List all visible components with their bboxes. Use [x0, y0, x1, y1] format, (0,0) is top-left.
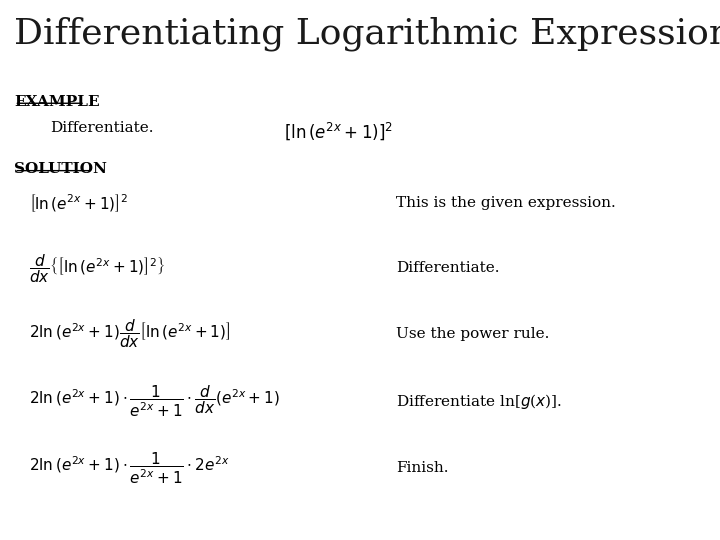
Text: $\dfrac{d}{dx}\left\{\left[\ln\left(e^{2x}+1\right)\right]^2\right\}$: $\dfrac{d}{dx}\left\{\left[\ln\left(e^{2…	[29, 252, 165, 285]
Text: $\left[\ln\left(e^{2x}+1\right)\right]^2$: $\left[\ln\left(e^{2x}+1\right)\right]^2…	[29, 192, 128, 214]
Text: EXAMPLE: EXAMPLE	[14, 94, 100, 109]
Text: $2\ln\left(e^{2x}+1\right)\cdot\dfrac{1}{e^{2x}+1}\cdot 2e^{2x}$: $2\ln\left(e^{2x}+1\right)\cdot\dfrac{1}…	[29, 451, 230, 486]
Text: This is the given expression.: This is the given expression.	[396, 196, 616, 210]
Text: Differentiate.: Differentiate.	[50, 120, 154, 134]
Text: Differentiate.: Differentiate.	[396, 261, 500, 275]
Text: SOLUTION: SOLUTION	[14, 162, 107, 176]
Text: Differentiating Logarithmic Expressions: Differentiating Logarithmic Expressions	[14, 16, 720, 51]
Text: Finish.: Finish.	[396, 461, 449, 475]
Text: $2\ln\left(e^{2x}+1\right)\dfrac{d}{dx}\left[\ln\left(e^{2x}+1\right)\right]$: $2\ln\left(e^{2x}+1\right)\dfrac{d}{dx}\…	[29, 318, 230, 350]
Text: Differentiate ln[$g$($x$)].: Differentiate ln[$g$($x$)].	[396, 392, 562, 410]
Text: $\left[\ln\left(e^{2x}+1\right)\right]^2$: $\left[\ln\left(e^{2x}+1\right)\right]^2…	[284, 120, 393, 142]
Text: $2\ln\left(e^{2x}+1\right)\cdot\dfrac{1}{e^{2x}+1}\cdot\dfrac{d}{dx}\left(e^{2x}: $2\ln\left(e^{2x}+1\right)\cdot\dfrac{1}…	[29, 383, 279, 418]
Text: Use the power rule.: Use the power rule.	[396, 327, 549, 341]
